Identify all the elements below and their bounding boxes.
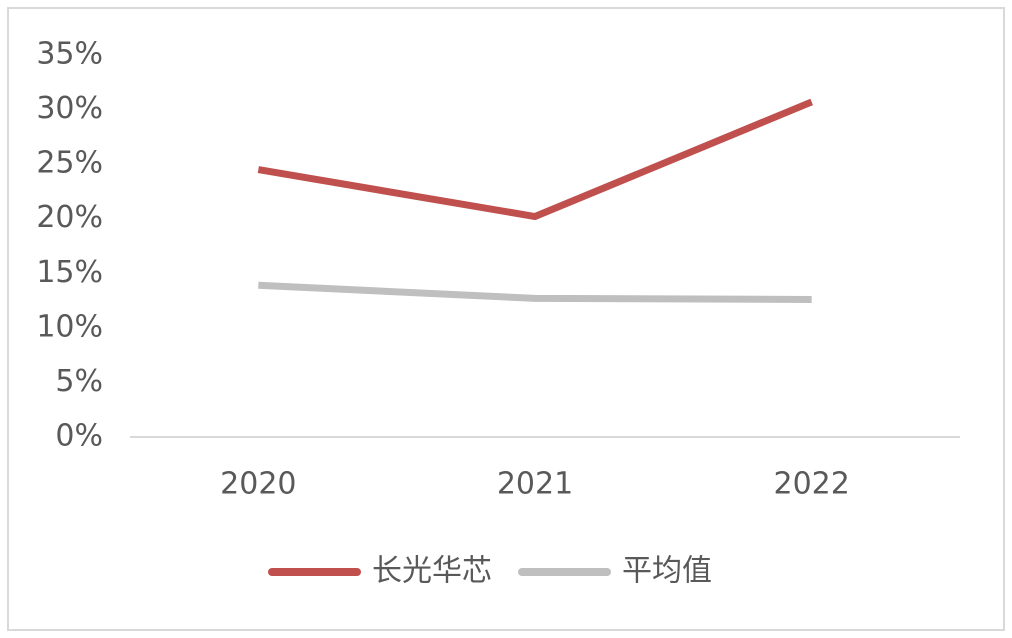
series-line bbox=[258, 281, 812, 303]
y-tick-label: 20% bbox=[36, 200, 103, 235]
y-tick-label: 25% bbox=[36, 146, 103, 181]
y-tick-label: 0% bbox=[55, 419, 103, 454]
chart-frame bbox=[7, 7, 1005, 631]
y-tick-label: 10% bbox=[36, 309, 103, 344]
series-line bbox=[257, 98, 814, 221]
y-tick-label: 30% bbox=[36, 91, 103, 126]
x-tick-label: 2022 bbox=[773, 467, 849, 502]
x-tick-label: 2021 bbox=[497, 467, 573, 502]
y-tick-label: 5% bbox=[55, 364, 103, 399]
x-tick-label: 2020 bbox=[220, 467, 296, 502]
y-tick-label: 35% bbox=[36, 37, 103, 72]
y-tick-label: 15% bbox=[36, 255, 103, 290]
legend-label: 长光华芯 bbox=[372, 554, 492, 589]
legend-label: 平均值 bbox=[622, 554, 712, 589]
